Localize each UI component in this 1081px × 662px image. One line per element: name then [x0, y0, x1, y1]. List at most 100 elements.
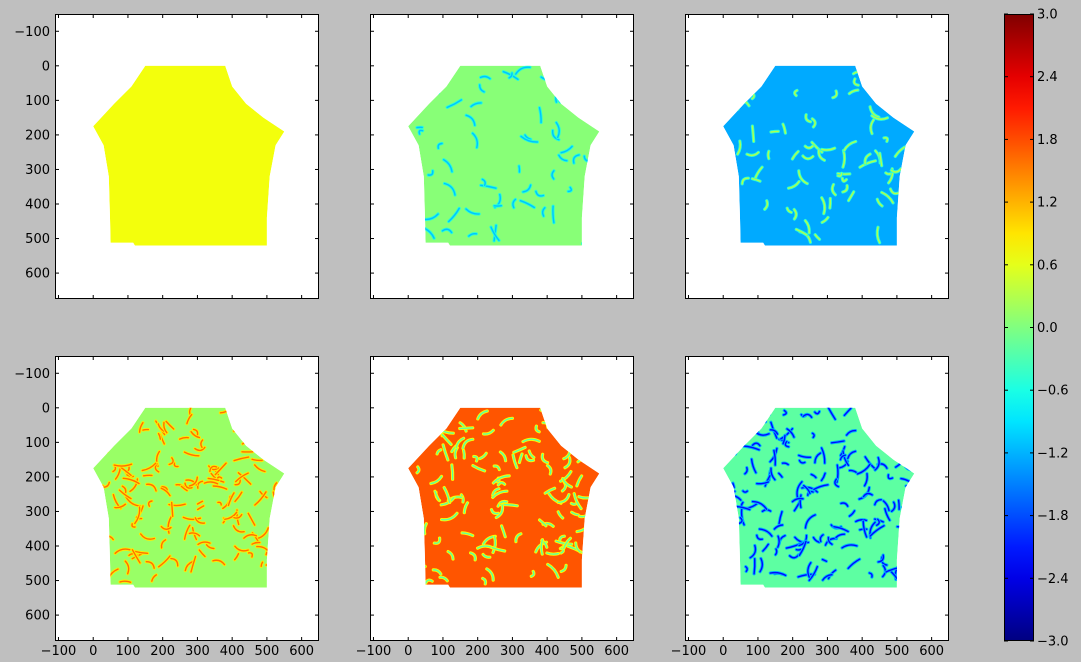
- filament: [447, 550, 454, 560]
- filament: [837, 172, 843, 177]
- colorbar-tick-label: 1.2: [1037, 196, 1058, 211]
- filament: [795, 228, 808, 236]
- filament: [784, 440, 790, 448]
- filament: [134, 506, 141, 525]
- filament: [563, 537, 572, 550]
- filament: [538, 107, 542, 124]
- filament: [234, 545, 249, 552]
- filament: [770, 467, 776, 481]
- filament: [138, 422, 144, 433]
- filament: [894, 146, 906, 158]
- filament: [196, 500, 204, 505]
- filament: [184, 482, 193, 489]
- filament: [482, 553, 491, 558]
- filament: [118, 489, 132, 500]
- x-tick-label: 400: [220, 644, 245, 659]
- filament: [756, 534, 763, 541]
- filament: [813, 484, 829, 491]
- filament: [256, 527, 269, 540]
- filament: [811, 141, 823, 153]
- filament: [234, 553, 240, 561]
- filament: [151, 574, 157, 582]
- filament: [451, 464, 454, 480]
- filament: [443, 182, 456, 196]
- filament: [441, 228, 453, 234]
- x-tick-label: 600: [919, 644, 944, 659]
- filament: [821, 147, 836, 151]
- heatmap-base: [93, 407, 285, 588]
- filament: [578, 496, 589, 499]
- filament: [732, 482, 735, 489]
- filament: [793, 89, 798, 97]
- filament: [750, 458, 757, 474]
- filament: [443, 159, 453, 173]
- x-tick-label: 200: [465, 644, 490, 659]
- filament: [786, 428, 795, 438]
- filament: [165, 420, 175, 430]
- filament: [876, 226, 881, 244]
- filament: [847, 450, 857, 460]
- filament: [122, 477, 140, 485]
- filament: [847, 191, 855, 202]
- heatmap-image: [93, 407, 285, 588]
- x-tick-label: −100: [41, 644, 77, 659]
- y-tick-label: 600: [25, 267, 50, 282]
- x-tick-label: 0: [719, 644, 727, 659]
- y-tick-label: 500: [25, 574, 50, 589]
- filament: [567, 186, 573, 193]
- filament: [190, 555, 197, 573]
- filament: [525, 455, 535, 462]
- filament: [142, 428, 150, 431]
- filament: [207, 477, 220, 482]
- filament: [512, 198, 517, 209]
- filament: [862, 492, 873, 498]
- filament: [540, 539, 544, 555]
- filament: [114, 503, 127, 509]
- filament: [254, 464, 266, 473]
- filament: [804, 514, 816, 529]
- filament: [751, 442, 761, 447]
- filament: [885, 172, 891, 175]
- y-tick-label: 300: [25, 505, 50, 520]
- filament: [874, 456, 880, 471]
- filament: [773, 524, 784, 530]
- filament: [820, 447, 826, 464]
- filament: [171, 501, 174, 517]
- filament: [869, 106, 880, 118]
- filament: [805, 114, 812, 123]
- colorbar-tick-label: −2.4: [1037, 572, 1069, 587]
- filament: [863, 473, 868, 487]
- filament: [469, 552, 477, 561]
- filament: [512, 454, 518, 469]
- filament: [497, 500, 508, 507]
- filament: [473, 455, 478, 462]
- filament: [544, 487, 556, 494]
- filament: [868, 572, 873, 578]
- filament: [831, 183, 837, 196]
- filament: [194, 517, 206, 524]
- filament: [559, 470, 572, 482]
- heatmap-base: [723, 407, 915, 588]
- filament: [183, 524, 191, 540]
- axes-frame: [370, 356, 634, 641]
- filament: [425, 579, 433, 584]
- filament: [492, 490, 508, 499]
- x-tick-label: 300: [185, 644, 210, 659]
- filament: [795, 548, 802, 551]
- filament: [758, 528, 773, 537]
- filament: [803, 484, 811, 495]
- filament: [131, 549, 141, 564]
- filament: [821, 558, 828, 562]
- filament: [764, 200, 769, 210]
- filament: [436, 449, 442, 455]
- filament: [530, 570, 535, 577]
- panel-1-1: −100 0 100 200 300 400 500 600: [14, 14, 319, 299]
- filament: [876, 198, 883, 207]
- filament: [492, 488, 500, 496]
- filament: [232, 525, 245, 533]
- axes-frame: [55, 356, 319, 641]
- filament: [179, 436, 189, 440]
- filament: [170, 557, 179, 567]
- filament: [884, 508, 891, 521]
- filament: [802, 155, 814, 160]
